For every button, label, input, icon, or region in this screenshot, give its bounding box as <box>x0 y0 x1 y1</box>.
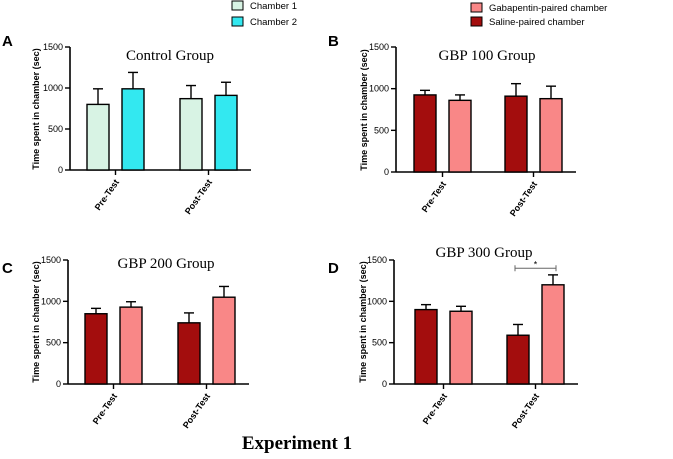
bar-b-1-1 <box>539 97 563 173</box>
legend-chamber: Chamber 1 Chamber 2 <box>231 0 297 28</box>
bar-a-1-1 <box>214 94 238 171</box>
y-tick-label-b: 1000 <box>369 84 389 94</box>
x-category-label-a: Pre-Test <box>93 177 121 212</box>
bar-b-0-0 <box>413 94 437 173</box>
legend-swatch-saline <box>470 16 483 27</box>
plot-area-b: 0 500 1000 1500 Pre-Test Post-Test <box>369 42 576 218</box>
y-tick-label-c: 1500 <box>41 255 61 265</box>
y-tick-label-c: 1000 <box>41 296 61 306</box>
legend-gabapentin: Gabapentin-paired chamber Saline-paired … <box>470 2 607 28</box>
y-axis-label-c: Time spent in chamber (sec) <box>31 261 41 382</box>
bar-d-1-0 <box>506 334 530 385</box>
y-axis-label-b: Time spent in chamber (sec) <box>359 49 369 170</box>
bar-c-1-0 <box>177 322 201 385</box>
x-category-label-a: Post-Test <box>183 177 214 216</box>
legend-label-chamber-2: Chamber 2 <box>250 17 297 28</box>
plot-area-c: 0 500 1000 1500 Pre-Test Post-Test <box>41 255 249 430</box>
y-tick-label-c: 500 <box>46 338 61 348</box>
bar-c-0-0 <box>84 313 108 385</box>
bar-c-1-1 <box>212 296 236 385</box>
y-tick-label-b: 0 <box>384 167 389 177</box>
panel-title-d: GBP 300 Group <box>436 245 533 261</box>
panel-title-a: Control Group <box>126 48 214 64</box>
y-tick-label-d: 0 <box>382 379 387 389</box>
plot-area-a: 0 500 1000 1500 Pre-Test Post-Test <box>43 42 251 216</box>
y-tick-label-d: 1000 <box>367 296 387 306</box>
legend-label-chamber-1: Chamber 1 <box>250 1 297 12</box>
panel-title-c: GBP 200 Group <box>118 256 215 272</box>
y-tick-label-a: 1500 <box>43 42 63 52</box>
bar-a-1-0 <box>179 97 203 171</box>
panel-letter-c: C <box>2 260 13 277</box>
bar-c-0-1 <box>119 306 143 385</box>
bar-b-1-0 <box>504 95 528 173</box>
y-tick-label-a: 1000 <box>43 83 63 93</box>
x-category-label-c: Post-Test <box>181 391 212 430</box>
panel-letter-b: B <box>328 33 339 50</box>
panel-letter-a: A <box>2 33 13 50</box>
x-category-label-b: Post-Test <box>508 179 539 218</box>
legend-label-saline: Saline-paired chamber <box>489 17 585 28</box>
plot-area-d: 0 500 1000 1500 Pre-Test Post-Test * <box>367 255 578 430</box>
bar-a-0-0 <box>86 103 110 171</box>
y-tick-label-a: 500 <box>48 124 63 134</box>
bar-d-1-1 <box>541 284 565 385</box>
legend-swatch-gabapentin <box>470 2 483 13</box>
bar-d-0-0 <box>414 308 438 385</box>
x-category-label-b: Pre-Test <box>420 179 448 214</box>
y-tick-label-c: 0 <box>56 379 61 389</box>
x-category-label-d: Pre-Test <box>421 391 449 426</box>
y-tick-label-b: 1500 <box>369 42 389 52</box>
y-axis-label-a: Time spent in chamber (sec) <box>31 48 41 169</box>
y-tick-label-a: 0 <box>58 165 63 175</box>
y-axis-label-d: Time spent in chamber (sec) <box>358 261 368 382</box>
panel-letter-d: D <box>328 260 339 277</box>
bar-a-0-1 <box>121 88 145 171</box>
y-tick-label-b: 500 <box>374 125 389 135</box>
y-tick-label-d: 500 <box>372 338 387 348</box>
x-category-label-d: Post-Test <box>510 391 541 430</box>
y-tick-label-d: 1500 <box>367 255 387 265</box>
x-category-label-c: Pre-Test <box>91 391 119 426</box>
legend-swatch-chamber-1 <box>231 0 244 11</box>
significance-star: * <box>534 259 538 269</box>
figure-caption: Experiment 1 <box>242 433 352 454</box>
bar-d-0-1 <box>449 310 473 385</box>
legend-label-gabapentin: Gabapentin-paired chamber <box>489 3 607 14</box>
panel-title-b: GBP 100 Group <box>439 48 536 64</box>
legend-swatch-chamber-2 <box>231 16 244 27</box>
bar-b-0-1 <box>448 99 472 173</box>
